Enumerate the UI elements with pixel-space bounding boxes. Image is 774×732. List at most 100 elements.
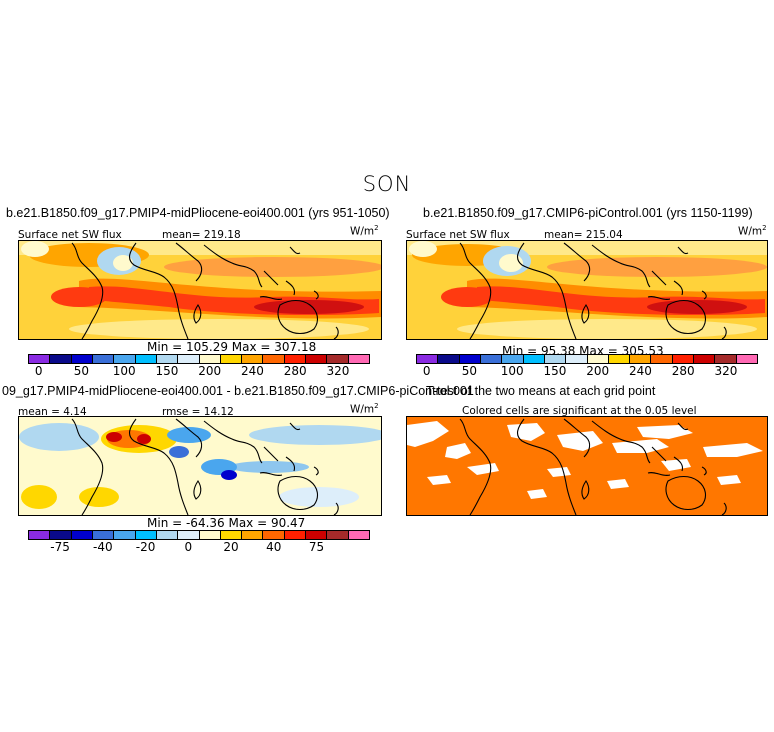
colorbar-swatch [29, 355, 51, 363]
panel3-units: W/m2 [350, 402, 379, 416]
panel1-units: W/m2 [350, 224, 379, 238]
colorbar-swatch [114, 531, 136, 539]
colorbar-swatch [566, 355, 588, 363]
colorbar-swatch [178, 355, 200, 363]
panel1-minmax: Min = 105.29 Max = 307.18 [147, 340, 317, 354]
colorbar-tick-label: 200 [198, 364, 222, 378]
colorbar-swatch [284, 531, 307, 539]
colorbar-tick-label: 0 [422, 364, 431, 378]
panel4-map [406, 416, 768, 516]
colorbar-swatch [438, 355, 460, 363]
colorbar-tick-label: 20 [223, 540, 239, 554]
colorbar-tick-label: 320 [714, 364, 738, 378]
panel4-subtitle: Colored cells are significant at the 0.0… [462, 405, 697, 417]
colorbar-swatch [480, 355, 503, 363]
colorbar-swatch [284, 355, 307, 363]
colorbar-swatch [156, 355, 179, 363]
colorbar-swatch [50, 531, 72, 539]
panel2-units: W/m2 [738, 224, 767, 238]
panel2-title: b.e21.B1850.f09_g17.CMIP6-piControl.001 … [423, 206, 753, 220]
panel3-mean: mean = 4.14 [18, 406, 87, 418]
colorbar-tick-label: 50 [73, 364, 90, 378]
colorbar-tick-label: 240 [240, 364, 264, 378]
colorbar-swatch [523, 355, 545, 363]
colorbar-swatch [736, 355, 757, 363]
colorbar-swatch [29, 531, 51, 539]
panel3-rmse: rmse = 14.12 [162, 406, 234, 418]
panel3-map-svg [19, 417, 381, 515]
colorbar-swatch [502, 355, 524, 363]
panel2-map-svg [407, 241, 767, 339]
colorbar-swatch [199, 355, 221, 363]
colorbar-swatch [306, 355, 328, 363]
colorbar-swatch [672, 355, 695, 363]
colorbar-tick-label: 40 [266, 540, 282, 554]
colorbar-swatch [651, 355, 673, 363]
colorbar-swatch [71, 531, 93, 539]
colorbar-swatch [199, 531, 221, 539]
colorbar-swatch [92, 355, 115, 363]
colorbar-swatch [263, 355, 285, 363]
colorbar-swatch [544, 355, 567, 363]
colorbar-swatch [135, 355, 157, 363]
colorbar-tick-label: -40 [93, 540, 113, 554]
colorbar-swatch [715, 355, 737, 363]
panel2-colorbar-ticks: 0 50 100 150 200 240 280 320 [416, 364, 758, 378]
colorbar-swatch [459, 355, 481, 363]
colorbar-swatch [135, 531, 157, 539]
colorbar-swatch [92, 531, 115, 539]
colorbar-swatch [608, 355, 631, 363]
panel3-colorbar-ticks: -75 -40 -20 0 20 40 75 [28, 540, 370, 554]
panel2-variable-label: Surface net SW flux [406, 229, 510, 241]
colorbar-swatch [587, 355, 609, 363]
colorbar-swatch [348, 531, 369, 539]
panel1-mean: mean= 219.18 [162, 229, 241, 241]
colorbar-tick-label: 75 [308, 540, 325, 554]
colorbar-swatch [242, 531, 264, 539]
colorbar-tick-label: 280 [671, 364, 695, 378]
colorbar-tick-label: 100 [112, 364, 136, 378]
panel1-map-svg [19, 241, 381, 339]
colorbar-tick-label: 320 [326, 364, 350, 378]
colorbar-tick-label: 240 [628, 364, 652, 378]
colorbar-swatch [694, 355, 716, 363]
colorbar-tick-label: 150 [155, 364, 179, 378]
colorbar-tick-label: 200 [586, 364, 610, 378]
panel1-colorbar [28, 354, 370, 364]
colorbar-swatch [348, 355, 369, 363]
colorbar-tick-label: 100 [500, 364, 524, 378]
panel4-map-svg [407, 417, 767, 515]
panel3-title: 09_g17.PMIP4-midPliocene-eoi400.001 - b.… [2, 384, 474, 398]
panel2-mean: mean= 215.04 [544, 229, 623, 241]
colorbar-tick-label: -20 [135, 540, 156, 554]
panel2-colorbar [416, 354, 758, 364]
colorbar-swatch [50, 355, 72, 363]
colorbar-tick-label: 50 [461, 364, 478, 378]
colorbar-swatch [327, 355, 349, 363]
colorbar-swatch [220, 355, 243, 363]
colorbar-swatch [220, 531, 243, 539]
panel3-minmax: Min = -64.36 Max = 90.47 [147, 516, 306, 530]
colorbar-tick-label: 280 [283, 364, 307, 378]
panel3-map [18, 416, 382, 516]
colorbar-tick-label: 150 [543, 364, 567, 378]
colorbar-swatch [306, 531, 328, 539]
colorbar-swatch [630, 355, 652, 363]
panel4-title: T-test of the two means at each grid poi… [426, 384, 656, 398]
panel1-colorbar-ticks: 0 50 100 150 200 240 280 320 [28, 364, 370, 378]
colorbar-swatch [71, 355, 93, 363]
colorbar-swatch [417, 355, 439, 363]
panel3-colorbar [28, 530, 370, 540]
colorbar-swatch [178, 531, 200, 539]
season-title: SON [362, 172, 412, 196]
panel1-map [18, 240, 382, 340]
panel2-map [406, 240, 768, 340]
colorbar-swatch [156, 531, 179, 539]
colorbar-tick-label: 0 [184, 540, 193, 554]
colorbar-swatch [242, 355, 264, 363]
panel1-variable-label: Surface net SW flux [18, 229, 122, 241]
colorbar-tick-label: 0 [34, 364, 43, 378]
colorbar-swatch [263, 531, 285, 539]
colorbar-swatch [327, 531, 349, 539]
colorbar-tick-label: -75 [50, 540, 70, 554]
